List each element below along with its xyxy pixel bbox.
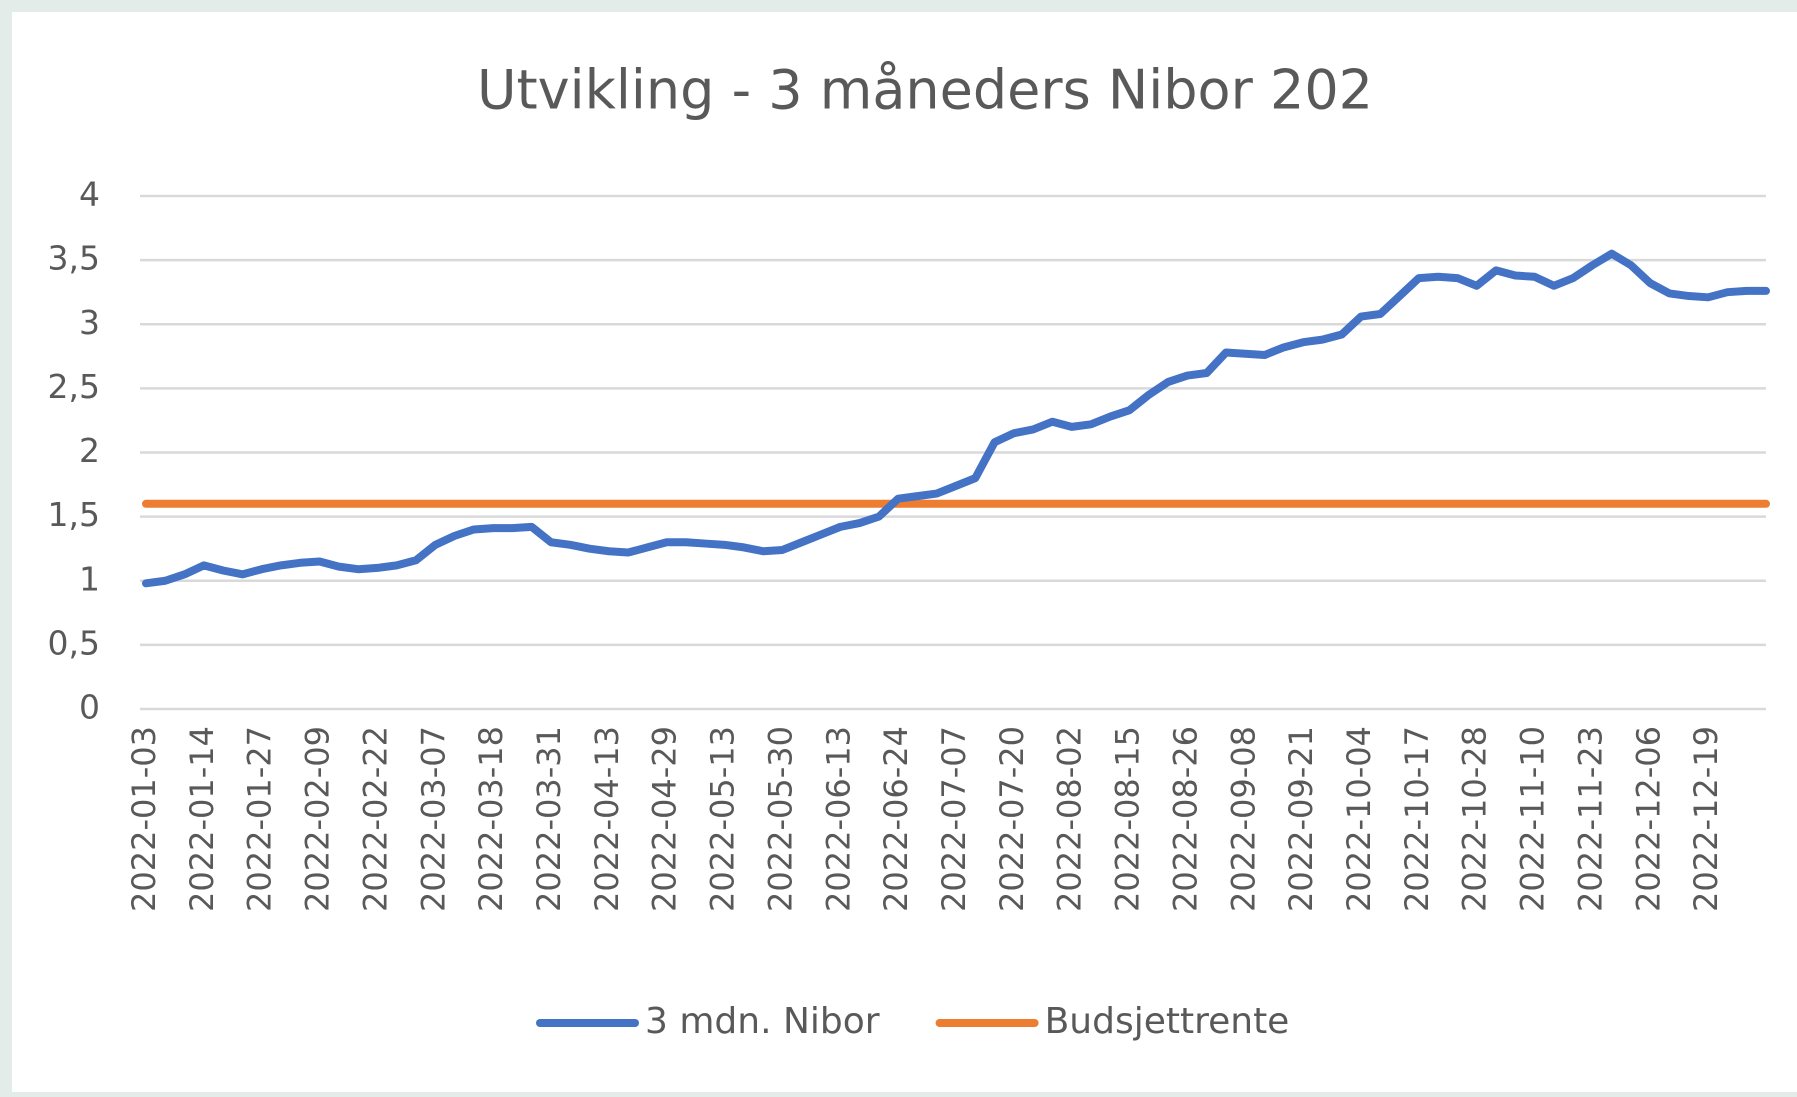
x-tick-label: 2022-08-26 [1166,726,1204,912]
x-tick-label: 2022-11-23 [1571,726,1609,912]
y-tick-label: 2,5 [48,367,100,406]
y-tick-label: 1,5 [48,495,100,534]
x-tick-label: 2022-09-08 [1224,726,1262,912]
legend-label: Budsjettrente [1045,1001,1290,1042]
chart-title: Utvikling - 3 måneders Nibor 202 [477,59,1373,122]
y-tick-label: 4 [79,175,100,214]
x-tick-label: 2022-02-09 [299,726,337,912]
x-tick-label: 2022-08-02 [1051,726,1089,912]
x-tick-label: 2022-06-13 [819,726,857,912]
x-tick-label: 2022-02-22 [356,726,394,912]
x-tick-label: 2022-05-30 [761,726,799,912]
x-tick-label: 2022-03-31 [530,726,568,912]
x-tick-label: 2022-04-29 [646,726,684,912]
line-series [142,249,1770,588]
x-tick-label: 2022-12-06 [1629,726,1667,912]
x-tick-label: 2022-03-18 [472,726,510,912]
x-tick-label: 2022-09-21 [1282,726,1320,912]
x-tick-label: 2022-11-10 [1514,726,1552,912]
x-tick-label: 2022-06-24 [877,726,915,912]
y-tick-label: 0,5 [48,623,100,662]
x-tick-label: 2022-10-28 [1456,726,1494,912]
x-tick-label: 2022-07-07 [935,726,973,912]
legend-label: 3 mdn. Nibor [645,1001,880,1042]
x-tick-label: 2022-04-13 [588,726,626,912]
y-tick-label: 1 [79,559,100,598]
x-tick-label: 2022-12-19 [1687,726,1725,912]
x-tick-label: 2022-01-27 [241,726,279,912]
y-tick-label: 2 [79,431,100,470]
x-tick-label: 2022-05-13 [704,726,742,912]
y-tick-label: 0 [79,688,100,727]
x-tick-label: 2022-03-07 [414,726,452,912]
x-tick-label: 2022-10-17 [1398,726,1436,912]
chart-area [12,12,1797,1092]
x-tick-label: 2022-08-15 [1109,726,1147,912]
x-tick-label: 2022-10-04 [1340,726,1378,912]
x-tick-label: 2022-01-14 [183,726,221,912]
x-tick-label: 2022-01-03 [125,726,163,912]
y-tick-label: 3 [79,303,100,342]
y-tick-label: 3,5 [48,239,100,278]
x-tick-label: 2022-07-20 [993,726,1031,912]
